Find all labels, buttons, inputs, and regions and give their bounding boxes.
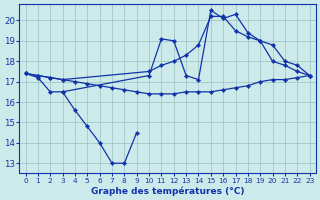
X-axis label: Graphe des températures (°C): Graphe des températures (°C) [91,186,244,196]
